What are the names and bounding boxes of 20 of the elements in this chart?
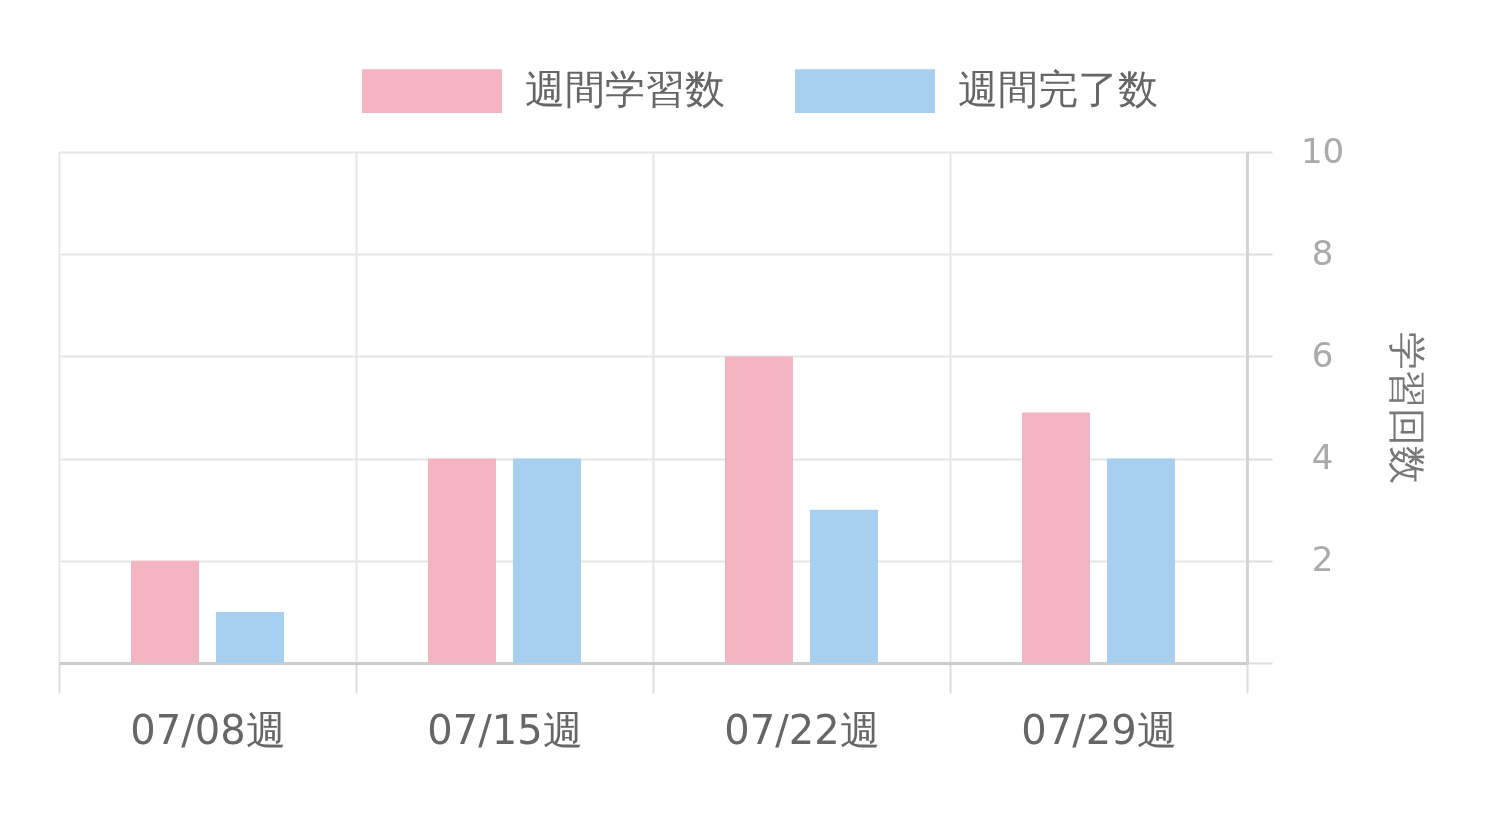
- bar: [513, 458, 581, 663]
- bar: [725, 356, 793, 663]
- bar: [1022, 412, 1090, 663]
- y-tick-label: 8: [1311, 232, 1334, 273]
- legend-label: 週間完了数: [958, 66, 1158, 113]
- bar: [131, 560, 199, 663]
- y-tick-label: 10: [1300, 130, 1345, 171]
- bar: [428, 458, 496, 663]
- x-tick-label: 07/22週: [724, 706, 880, 753]
- y-tick-label: 2: [1311, 539, 1334, 580]
- bar: [810, 509, 878, 663]
- bar: [216, 611, 284, 663]
- legend-label: 週間学習数: [525, 66, 725, 113]
- x-tick-label: 07/15週: [427, 706, 583, 753]
- y-axis-title: 学習回数: [1385, 332, 1430, 484]
- y-tick-label: 4: [1311, 437, 1334, 478]
- y-tick-label: 6: [1311, 334, 1334, 375]
- x-tick-label: 07/08週: [130, 706, 286, 753]
- bar: [1107, 458, 1175, 663]
- x-tick-label: 07/29週: [1021, 706, 1177, 753]
